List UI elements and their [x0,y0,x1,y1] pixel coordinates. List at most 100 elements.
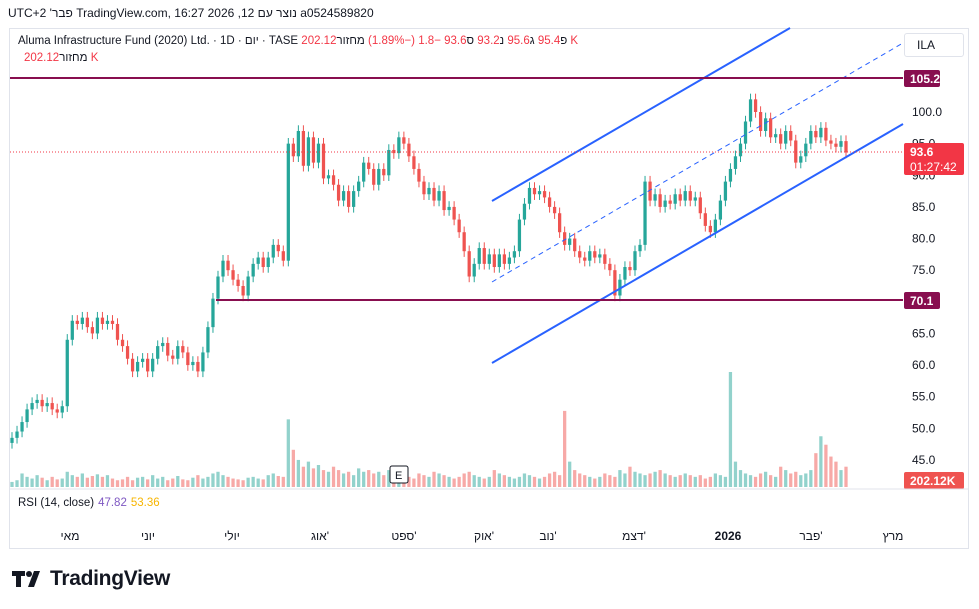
chart-frame[interactable] [9,28,969,549]
candle-81 [417,163,421,188]
candle-40 [211,292,215,333]
x-tick-0: מאי [61,529,80,543]
candle-101 [517,213,522,257]
volume-bar-106 [542,476,547,487]
rsi-legend: RSI (14, close) 47.82 53.36 [18,497,160,509]
volume-bar-68 [352,475,356,487]
candle-107 [547,191,552,213]
candle-96 [492,248,496,273]
channel-mid-line [491,42,904,283]
volume-bar-141 [718,475,723,487]
candle-46 [241,280,245,302]
volume-bar-144 [733,461,738,487]
candle-47 [246,270,250,302]
candle-63 [326,169,331,185]
candle-116 [593,245,597,264]
volume-bar-9 [55,479,59,487]
volume-value: 202.12 K [24,52,99,64]
candle-112 [573,232,577,257]
candle-11 [65,334,69,412]
volume-bar-93 [477,476,481,487]
change-value: −1.8 (−1.89%) [368,35,441,47]
x-tick-4: ספט' [391,529,416,543]
volume-bar-150 [763,471,768,487]
candle-41 [216,270,220,305]
volume-bar-118 [603,473,607,487]
volume-bar-58 [301,466,306,487]
volume-bar-62 [321,470,326,487]
candle-148 [753,93,758,118]
volume-bar-96 [492,470,496,487]
volume-bar-42 [221,475,225,487]
candle-90 [462,226,466,257]
candle-82 [422,175,426,200]
candle-72 [372,163,376,191]
chart-caption: a0524589820 נוצר עם TradingView.com, 16:… [8,6,374,20]
candle-106 [542,185,547,204]
earnings-marker[interactable]: E [389,465,409,484]
candle-15 [85,311,89,333]
candle-57 [296,125,301,162]
candle-18 [100,311,105,330]
candle-12 [70,315,74,346]
volume-bar-95 [487,476,491,487]
candle-19 [105,315,110,330]
candle-56 [291,137,295,162]
volume-bar-54 [281,476,285,487]
x-tick-1: יוני [141,529,155,543]
volume-bar-60 [311,468,316,487]
candle-53 [276,239,280,257]
volume-bar-125 [638,473,642,487]
currency-selector[interactable]: ILA [904,33,964,57]
volume-bar-53 [276,476,280,487]
candle-10 [60,400,64,419]
volume-bar-147 [748,475,753,487]
candle-97 [497,248,501,273]
trend-lines [10,27,904,364]
volume-bar-45 [236,479,240,487]
volume-bar-48 [251,476,255,487]
volume-bar-152 [774,476,778,487]
volume-bar-92 [472,475,476,487]
candle-164 [834,137,838,153]
candle-84 [432,182,436,207]
candle-87 [447,201,451,216]
volume-bar-6 [40,477,44,487]
tag-105: 105.2 [904,70,940,87]
candle-43 [226,254,230,276]
volume-bar-117 [598,476,602,487]
x-tick-3: אוג' [311,529,329,543]
volume-bar-154 [784,470,788,487]
volume-bar-80 [412,478,416,487]
candle-2 [20,416,24,438]
x-tick-10: מרץ [883,529,904,543]
tag-70-label: 70.1 [910,294,934,308]
volume-bar-153 [779,466,783,487]
candle-100 [512,245,517,264]
candle-28 [151,353,155,378]
volume-bar-111 [568,461,572,487]
candle-165 [839,135,843,153]
volume-bar-161 [819,436,823,487]
volume-bar-50 [261,479,265,487]
volume-bar-43 [226,476,230,487]
candle-52 [271,239,275,264]
candle-128 [653,188,657,207]
candle-142 [723,175,728,207]
close-label: ס [466,35,475,47]
candle-150 [763,112,768,137]
volume-bar-81 [417,473,421,487]
candle-55 [286,137,290,267]
candle-26 [140,353,145,368]
tradingview-logo[interactable]: TradingView [12,567,170,591]
candle-54 [281,245,285,267]
y-tick-11: 45.0 [912,453,936,467]
volume-bar-164 [834,461,838,487]
volume-bar-39 [206,476,210,487]
candle-154 [784,125,788,150]
volume-bar-1 [15,480,19,487]
candle-25 [135,356,140,378]
volume-bar-139 [708,476,712,487]
candle-75 [387,144,391,181]
